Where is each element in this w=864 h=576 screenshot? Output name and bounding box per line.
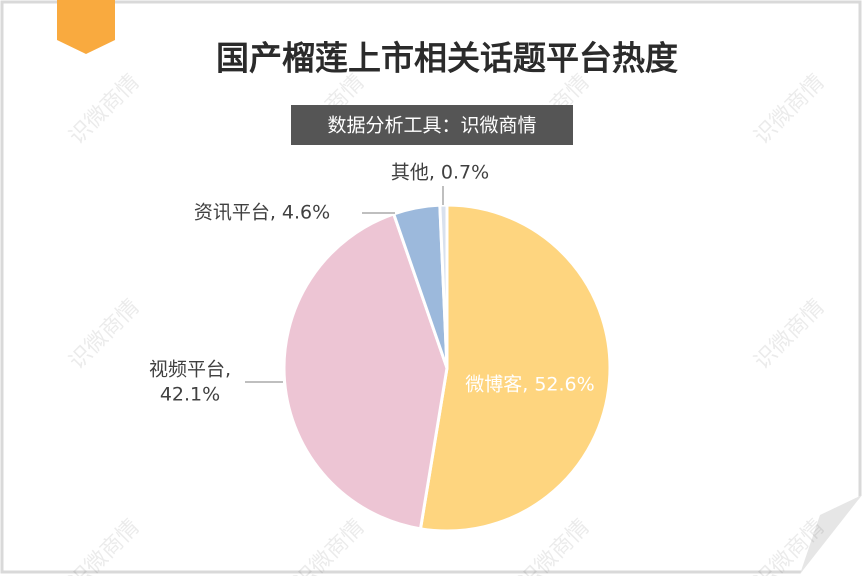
data-label: 其他, 0.7% [391, 162, 489, 184]
chart-title: 国产榴莲上市相关话题平台热度 [216, 39, 678, 78]
pie: 微博客, 52.6% 视频平台, 42.1% 资讯平台, 4.6% 其他, 0.7% [149, 162, 612, 533]
ribbon [57, 0, 115, 54]
pie-slice [282, 212, 449, 531]
data-label: 微博客, 52.6% [465, 374, 594, 396]
data-label: 资讯平台, 4.6% [194, 202, 330, 224]
subtitle-box [291, 105, 573, 145]
page-curl [800, 495, 862, 574]
pie-slice [438, 203, 449, 369]
subtitle: 数据分析工具：识微商情 [327, 115, 536, 137]
pie-slice [418, 203, 612, 533]
data-label: 视频平台, 42.1% [149, 358, 231, 405]
